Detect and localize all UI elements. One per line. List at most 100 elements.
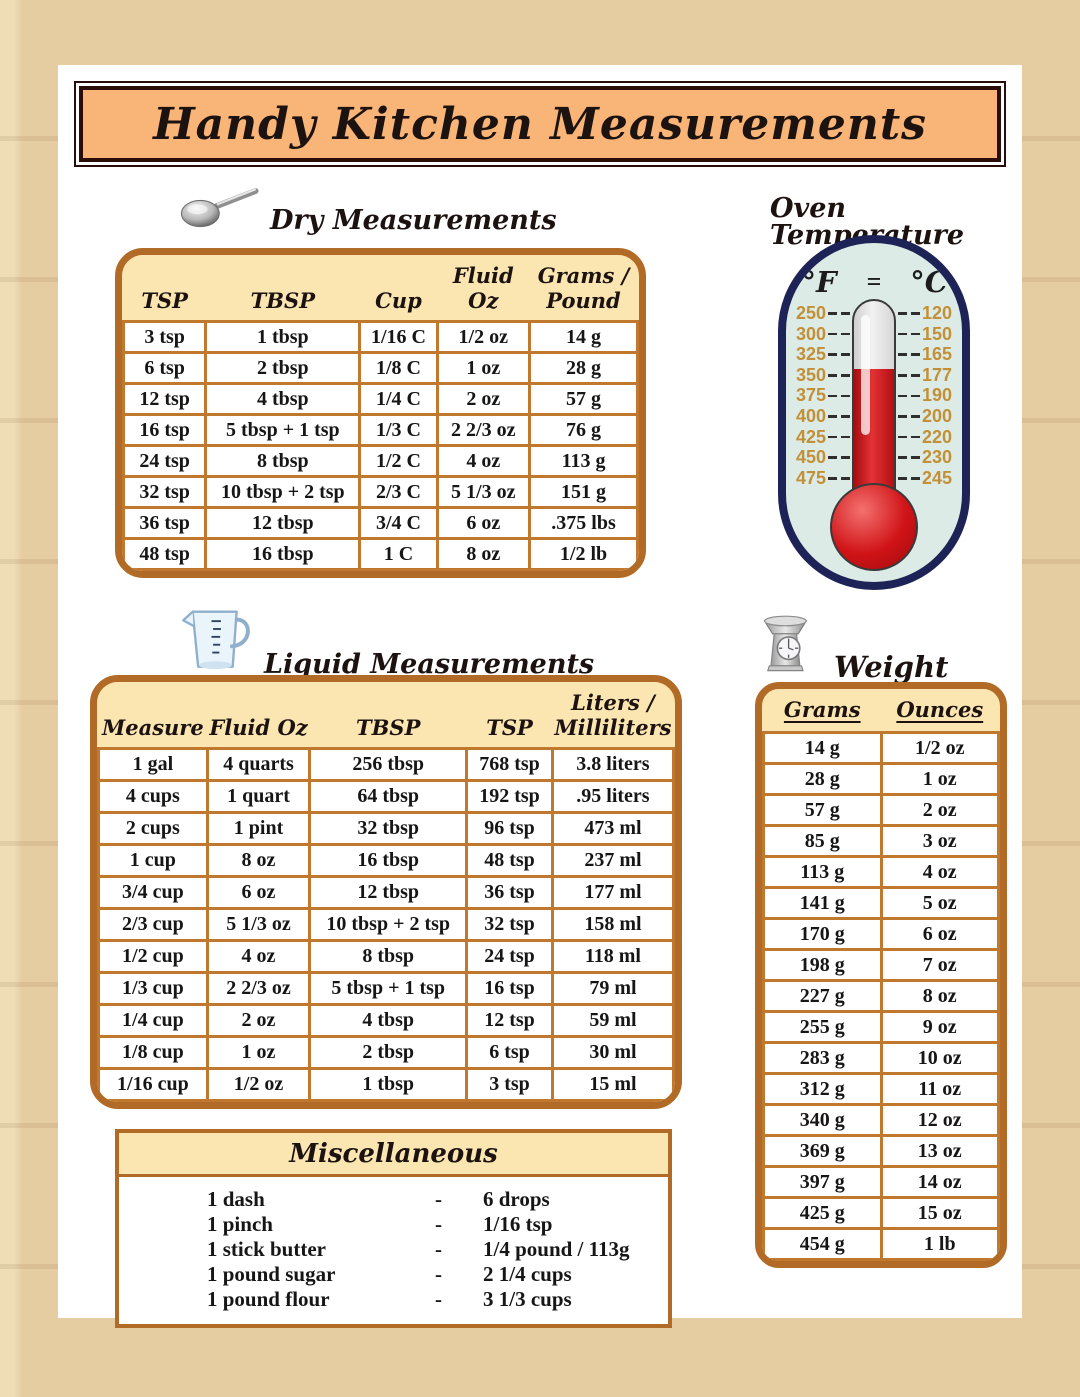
table-cell: 397 g: [762, 1165, 883, 1199]
table-cell: 227 g: [762, 979, 883, 1013]
table-cell: 1 pint: [205, 811, 312, 846]
table-cell: 6 oz: [879, 917, 1000, 951]
table-cell: 256 tbsp: [308, 747, 469, 782]
table-cell: 24 tsp: [465, 939, 554, 974]
table-cell: 10 tbsp + 2 tsp: [308, 907, 469, 942]
misc-item-label: 1 dash: [207, 1187, 265, 1211]
dry-table-header: TSP TBSP Cup Fluid Oz Grams / Pound: [123, 255, 638, 322]
celsius-label: °C: [910, 265, 948, 299]
title-banner: Handy Kitchen Measurements: [74, 81, 1006, 167]
table-cell: 96 tsp: [465, 811, 554, 846]
table-cell: 3.8 liters: [550, 747, 675, 782]
table-cell: 1 tbsp: [204, 320, 362, 354]
table-cell: 1/2 oz: [205, 1067, 312, 1102]
thermometer-scale-row: 475 245: [786, 468, 962, 489]
table-cell: 1 cup: [97, 843, 209, 878]
thermometer-units: °F = °C: [786, 265, 962, 299]
dry-section-heading: Dry Measurements: [180, 185, 557, 234]
table-cell: 16 tsp: [465, 971, 554, 1006]
table-cell: 12 tsp: [465, 1003, 554, 1038]
tick-mark: [898, 373, 920, 377]
measuring-cup-icon: [180, 607, 254, 678]
table-cell: 1/3 cup: [97, 971, 209, 1006]
table-cell: 113 g: [762, 855, 883, 889]
dry-col-tbsp: TBSP: [205, 255, 360, 322]
table-cell: 6 tsp: [465, 1035, 554, 1070]
table-row: 397 g 14 oz: [762, 1165, 1000, 1199]
thermometer-scale-row: 300 150: [786, 324, 962, 345]
table-row: 340 g 12 oz: [762, 1103, 1000, 1137]
table-cell: 2 tbsp: [204, 351, 362, 385]
misc-item-separator: -: [435, 1262, 442, 1286]
table-cell: 3 oz: [879, 824, 1000, 858]
tick-mark: [828, 373, 850, 377]
table-row: 369 g 13 oz: [762, 1134, 1000, 1168]
table-cell: 8 tbsp: [204, 444, 362, 478]
page-title: Handy Kitchen Measurements: [153, 98, 927, 150]
table-cell: 312 g: [762, 1072, 883, 1106]
celsius-value: 165: [922, 344, 953, 365]
liquid-col-liters: Liters / Milliliters: [552, 682, 674, 749]
table-cell: 5 oz: [879, 886, 1000, 920]
fahrenheit-label: °F: [801, 265, 837, 299]
table-cell: 24 tsp: [122, 444, 208, 478]
misc-item-value: 6 drops: [483, 1187, 550, 1211]
table-cell: 5 1/3 oz: [435, 475, 532, 509]
table-cell: 16 tbsp: [308, 843, 469, 878]
weight-section-title: Weight: [834, 650, 949, 684]
table-row: 1/16 cup 1/2 oz 1 tbsp 3 tsp 15 ml: [97, 1067, 675, 1102]
table-row: 1/4 cup 2 oz 4 tbsp 12 tsp 59 ml: [97, 1003, 675, 1038]
table-cell: 32 tbsp: [308, 811, 469, 846]
table-cell: 113 g: [528, 444, 639, 478]
liquid-col-tbsp: TBSP: [309, 682, 467, 749]
tick-mark: [828, 415, 850, 418]
table-cell: 13 oz: [879, 1134, 1000, 1168]
table-cell: 1 C: [358, 537, 439, 571]
fahrenheit-value: 450: [795, 447, 826, 468]
dry-section-title: Dry Measurements: [270, 205, 557, 236]
table-cell: 141 g: [762, 886, 883, 920]
table-cell: 8 tbsp: [308, 939, 469, 974]
tick-mark: [828, 456, 850, 459]
misc-item-value: 1/16 tsp: [483, 1212, 553, 1236]
tick-mark: [898, 435, 920, 439]
tick-mark: [898, 332, 920, 336]
table-cell: 14 oz: [879, 1165, 1000, 1199]
table-cell: 5 1/3 oz: [205, 907, 312, 942]
weight-table-header: Grams Ounces: [763, 689, 999, 733]
tick-mark: [898, 394, 920, 398]
thermometer-scale-row: 325 165: [786, 344, 962, 365]
table-cell: 4 cups: [97, 779, 209, 814]
table-cell: 1 gal: [97, 747, 209, 782]
table-cell: 57 g: [762, 793, 883, 827]
misc-item-value: 3 1/3 cups: [483, 1287, 572, 1311]
dry-col-grams-pound: Grams / Pound: [529, 255, 638, 322]
tick-mark: [828, 394, 850, 398]
misc-item-value: 1/4 pound / 113g: [483, 1237, 630, 1261]
table-cell: 8 oz: [435, 537, 532, 571]
weight-col-grams: Grams: [763, 689, 881, 733]
thermometer-shine: [861, 315, 870, 435]
table-row: 312 g 11 oz: [762, 1072, 1000, 1106]
fahrenheit-value: 325: [795, 344, 826, 365]
table-cell: 2 tbsp: [308, 1035, 469, 1070]
table-cell: 340 g: [762, 1103, 883, 1137]
table-cell: 198 g: [762, 948, 883, 982]
table-cell: 1/8 cup: [97, 1035, 209, 1070]
misc-item-label: 1 pound sugar: [207, 1262, 336, 1286]
thermometer-tube: [852, 299, 896, 519]
table-cell: 118 ml: [550, 939, 675, 974]
table-cell: 64 tbsp: [308, 779, 469, 814]
table-cell: 4 tbsp: [204, 382, 362, 416]
misc-item-label: 1 pound flour: [207, 1287, 330, 1311]
weight-section-heading: Weight: [758, 613, 948, 682]
misc-item-separator: -: [435, 1187, 442, 1211]
